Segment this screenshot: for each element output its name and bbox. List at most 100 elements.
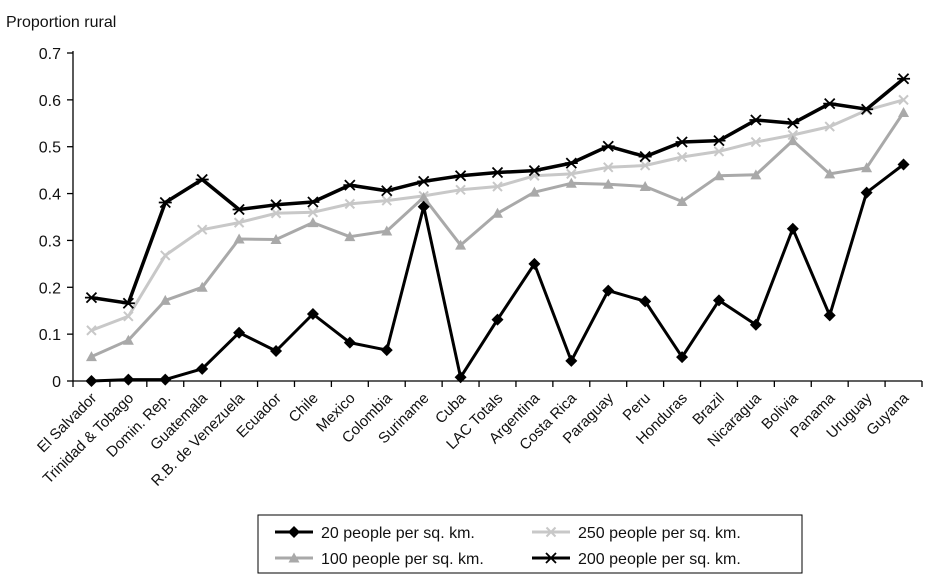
data-point xyxy=(824,168,836,179)
data-point xyxy=(418,191,430,202)
series-2 xyxy=(85,107,910,362)
data-point xyxy=(860,103,874,115)
data-point xyxy=(491,313,504,326)
data-point xyxy=(750,169,762,180)
data-point xyxy=(712,134,726,147)
data-point xyxy=(601,140,615,152)
data-point xyxy=(270,345,283,358)
data-point xyxy=(417,175,431,188)
data-point xyxy=(676,351,689,364)
data-point xyxy=(233,217,245,228)
data-point xyxy=(565,177,577,188)
data-point xyxy=(344,231,356,242)
data-point xyxy=(233,326,246,339)
data-point xyxy=(602,178,614,189)
data-point xyxy=(712,294,725,307)
data-point xyxy=(455,184,466,196)
data-point xyxy=(897,158,910,171)
data-point xyxy=(787,129,799,141)
data-point xyxy=(897,73,911,85)
y-tick-label: 0.6 xyxy=(39,93,61,110)
data-point xyxy=(270,208,282,219)
data-point xyxy=(639,160,651,171)
data-point xyxy=(527,164,541,177)
series-3 xyxy=(84,73,911,309)
y-tick-label: 0.4 xyxy=(39,187,61,204)
data-point xyxy=(196,224,208,235)
data-point xyxy=(158,196,172,209)
data-point xyxy=(676,151,688,163)
legend-swatch-marker xyxy=(288,552,300,563)
y-axis-title: Proportion rural xyxy=(6,14,116,31)
data-point xyxy=(123,311,134,322)
data-point xyxy=(603,162,614,173)
data-point xyxy=(602,284,615,297)
data-point xyxy=(307,217,319,228)
data-point xyxy=(823,97,837,110)
data-point xyxy=(196,362,209,375)
data-point xyxy=(898,107,910,118)
data-point xyxy=(159,294,171,305)
data-point xyxy=(85,375,98,387)
y-axis: 0 0.1 0.2 0.3 0.4 0.5 0.6 0.7 xyxy=(39,46,74,391)
data-point xyxy=(122,373,135,386)
data-point xyxy=(417,200,430,213)
legend-item: 200 people per sq. km. xyxy=(532,551,741,568)
data-point xyxy=(159,373,172,386)
data-point xyxy=(381,225,393,236)
data-point xyxy=(638,150,652,163)
data-point xyxy=(713,170,725,181)
y-tick-label: 0.3 xyxy=(39,233,61,250)
data-point xyxy=(454,371,467,384)
y-tick-label: 0.1 xyxy=(39,327,61,344)
x-tick-label: Guyana xyxy=(863,389,913,439)
legend-label: 20 people per sq. km. xyxy=(321,525,475,542)
y-tick-label: 0.2 xyxy=(39,280,61,297)
data-point xyxy=(786,117,800,129)
data-point xyxy=(160,250,171,261)
data-point xyxy=(676,196,688,207)
data-point xyxy=(121,297,135,309)
data-point xyxy=(860,186,873,199)
legend: 20 people per sq. km. 250 people per sq. … xyxy=(257,514,803,574)
data-point xyxy=(343,336,356,349)
legend-swatch-marker xyxy=(544,552,558,564)
data-point xyxy=(528,186,540,197)
data-point xyxy=(454,170,468,182)
data-point xyxy=(455,239,467,250)
data-point xyxy=(233,233,245,244)
y-tick-label: 0.7 xyxy=(39,46,61,63)
data-point xyxy=(750,136,762,148)
data-point xyxy=(306,196,320,208)
legend-box xyxy=(257,514,803,574)
data-point xyxy=(713,146,725,157)
legend-item: 100 people per sq. km. xyxy=(275,551,484,568)
data-point xyxy=(196,281,208,292)
data-point xyxy=(380,344,393,357)
data-point xyxy=(307,207,319,218)
legend-label: 200 people per sq. km. xyxy=(578,551,741,568)
data-point xyxy=(749,114,763,126)
data-point xyxy=(270,233,282,244)
data-point xyxy=(528,257,541,270)
data-point xyxy=(564,157,578,169)
legend-swatch-marker xyxy=(288,526,300,538)
legend-label: 100 people per sq. km. xyxy=(321,551,484,568)
data-point xyxy=(861,162,873,173)
data-point xyxy=(749,318,762,331)
data-point xyxy=(343,179,357,191)
series-0 xyxy=(85,158,910,387)
data-point xyxy=(85,351,97,362)
legend-swatch-marker xyxy=(545,526,557,538)
data-point xyxy=(492,181,503,192)
legend-item: 20 people per sq. km. xyxy=(275,525,475,542)
data-point xyxy=(380,185,394,197)
data-point xyxy=(786,222,799,235)
data-point xyxy=(269,199,283,211)
data-point xyxy=(639,181,651,192)
data-point xyxy=(639,295,652,308)
data-point xyxy=(232,203,246,216)
data-point xyxy=(823,309,836,322)
